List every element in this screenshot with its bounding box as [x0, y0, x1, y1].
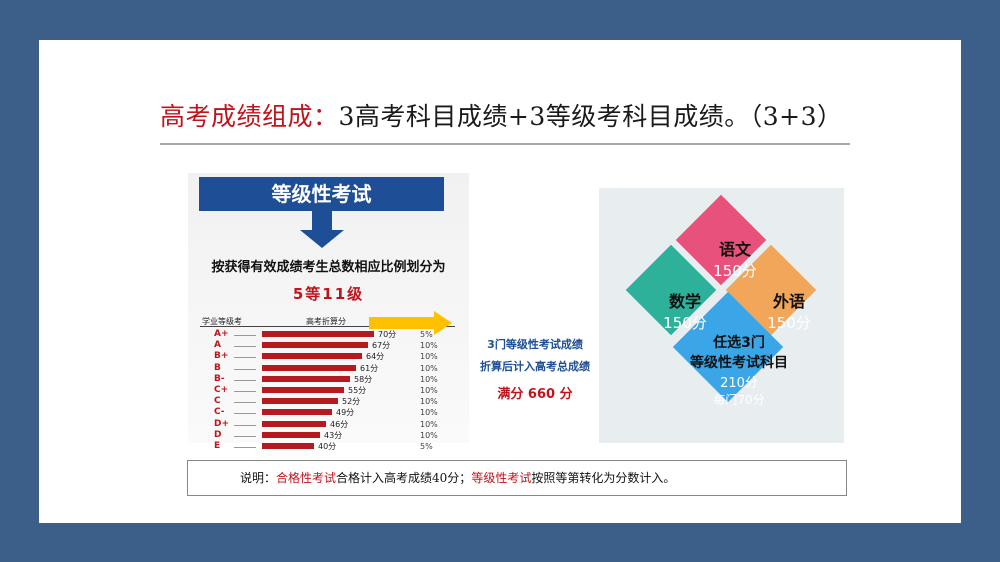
score-bar [262, 364, 356, 371]
title-prefix: 高考成绩组成： [160, 102, 339, 131]
ratio-label: 10% [420, 341, 438, 351]
middle-line-2: 折算后计入高考总成绩 [480, 360, 590, 373]
grade-row: D+ 46分 10% [188, 419, 469, 430]
subjects-diagram: 语文 150分 数学 150分 外语 150分 任选3门 等级性考试科目 210… [599, 188, 844, 443]
right-arrow-stem-icon [369, 317, 435, 329]
grade-row: B 61分 10% [188, 363, 469, 374]
label-elective: 任选3门 等级性考试科目 210分 每门70分 [690, 335, 788, 407]
score-label: 49分 [336, 408, 355, 418]
middle-line-1: 3门等级性考试成绩 [487, 338, 583, 351]
grade-label: B [214, 362, 221, 373]
note-text-2: 按照等第转化为分数计入。 [531, 471, 676, 485]
score-label: 70分 [378, 330, 397, 339]
grade-label: B- [214, 373, 225, 384]
ratio-label: 10% [420, 419, 438, 429]
grade-row: B+ 64分 10% [188, 351, 469, 362]
grade-row: B- 58分 10% [188, 374, 469, 385]
ratio-label: 10% [420, 397, 438, 407]
middle-total: 满分 660 分 [497, 387, 573, 402]
score-bar [262, 375, 350, 382]
score-bar [262, 431, 320, 438]
score-label: 55分 [348, 386, 367, 395]
note-text-1: 合格计入高考成绩40分； [336, 471, 472, 485]
score-bar [262, 331, 374, 337]
ratio-label: 10% [420, 386, 438, 395]
slide-title: 高考成绩组成：3高考科目成绩+3等级考科目成绩。（3+3） [160, 97, 843, 133]
grade-dash [234, 413, 256, 415]
ratio-label: 5% [420, 442, 433, 451]
grade-dash [234, 447, 256, 448]
grade-label: B+ [214, 351, 229, 362]
label-foreign: 外语 150分 [767, 292, 811, 332]
note-box: 说明：合格性考试合格计入高考成绩40分；等级性考试按照等第转化为分数计入。 [187, 460, 847, 496]
grade-description: 按获得有效成绩考生总数相应比例划分为 [211, 260, 446, 275]
grades-count: 5等11级 [292, 285, 365, 303]
score-label: 43分 [324, 430, 343, 440]
grade-dash [234, 435, 256, 437]
score-label: 61分 [360, 363, 379, 373]
down-arrow-head-icon [300, 230, 344, 248]
grade-row: C+ 55分 10% [188, 385, 469, 396]
grade-dash [234, 379, 256, 381]
grade-label: C+ [214, 385, 229, 395]
grade-panel: 等级性考试 按获得有效成绩考生总数相应比例划分为 5等11级 学业等级考 高考折… [188, 173, 469, 451]
grade-row: D 43分 10% [188, 430, 469, 441]
note-term-2: 等级性考试 [471, 471, 532, 485]
grade-label: D+ [214, 418, 230, 429]
label-chinese: 语文 150分 [713, 240, 757, 280]
ratio-label: 10% [420, 352, 438, 362]
grade-dash [234, 391, 256, 392]
score-bar [262, 342, 368, 349]
grade-label: C [214, 396, 221, 407]
score-label: 64分 [366, 352, 385, 362]
title-text: 3高考科目成绩+3等级考科目成绩。（3+3） [338, 102, 843, 131]
score-bar [262, 398, 338, 405]
grade-dash [234, 424, 256, 426]
grade-dash [234, 357, 256, 359]
grade-label: C- [214, 407, 225, 418]
note-prefix: 说明： [240, 471, 277, 485]
score-label: 58分 [354, 374, 373, 384]
title-divider [160, 143, 850, 145]
score-label: 40分 [318, 442, 337, 451]
grade-label: A+ [214, 329, 229, 339]
grade-banner: 等级性考试 [199, 177, 444, 211]
label-math: 数学 150分 [663, 292, 707, 332]
header-divider [200, 326, 455, 327]
grade-dash [234, 402, 256, 404]
grade-row: C 52分 10% [188, 396, 469, 407]
score-bar [262, 409, 332, 416]
grade-dash [234, 346, 256, 348]
ratio-label: 10% [420, 408, 438, 418]
ratio-label: 10% [420, 374, 438, 384]
grade-label: D [214, 429, 222, 440]
down-arrow-icon [312, 211, 332, 231]
grade-row: A+ 70分 5% [188, 329, 469, 340]
slide-canvas: 高考成绩组成：3高考科目成绩+3等级考科目成绩。（3+3） 等级性考试 按获得有… [39, 40, 961, 523]
header-score: 高考折算分 [306, 317, 346, 326]
score-bar [262, 443, 314, 449]
grade-dash [234, 335, 256, 336]
score-label: 67分 [372, 341, 391, 351]
score-bar [262, 353, 362, 360]
grade-label: E [214, 441, 221, 451]
grade-row: E 40分 5% [188, 441, 469, 452]
score-bar [262, 387, 344, 393]
ratio-label: 10% [420, 363, 438, 373]
grade-dash [234, 368, 256, 370]
note-term-1: 合格性考试 [276, 471, 337, 485]
ratio-label: 5% [420, 330, 433, 339]
score-bar [262, 420, 326, 427]
score-label: 52分 [342, 397, 361, 407]
ratio-label: 10% [420, 430, 438, 440]
header-grade: 学业等级考 [202, 317, 242, 326]
grade-row: A 67分 10% [188, 340, 469, 351]
grade-label: A [214, 340, 221, 351]
right-arrow-icon [434, 311, 452, 335]
score-label: 46分 [330, 419, 349, 429]
grade-row: C- 49分 10% [188, 407, 469, 418]
